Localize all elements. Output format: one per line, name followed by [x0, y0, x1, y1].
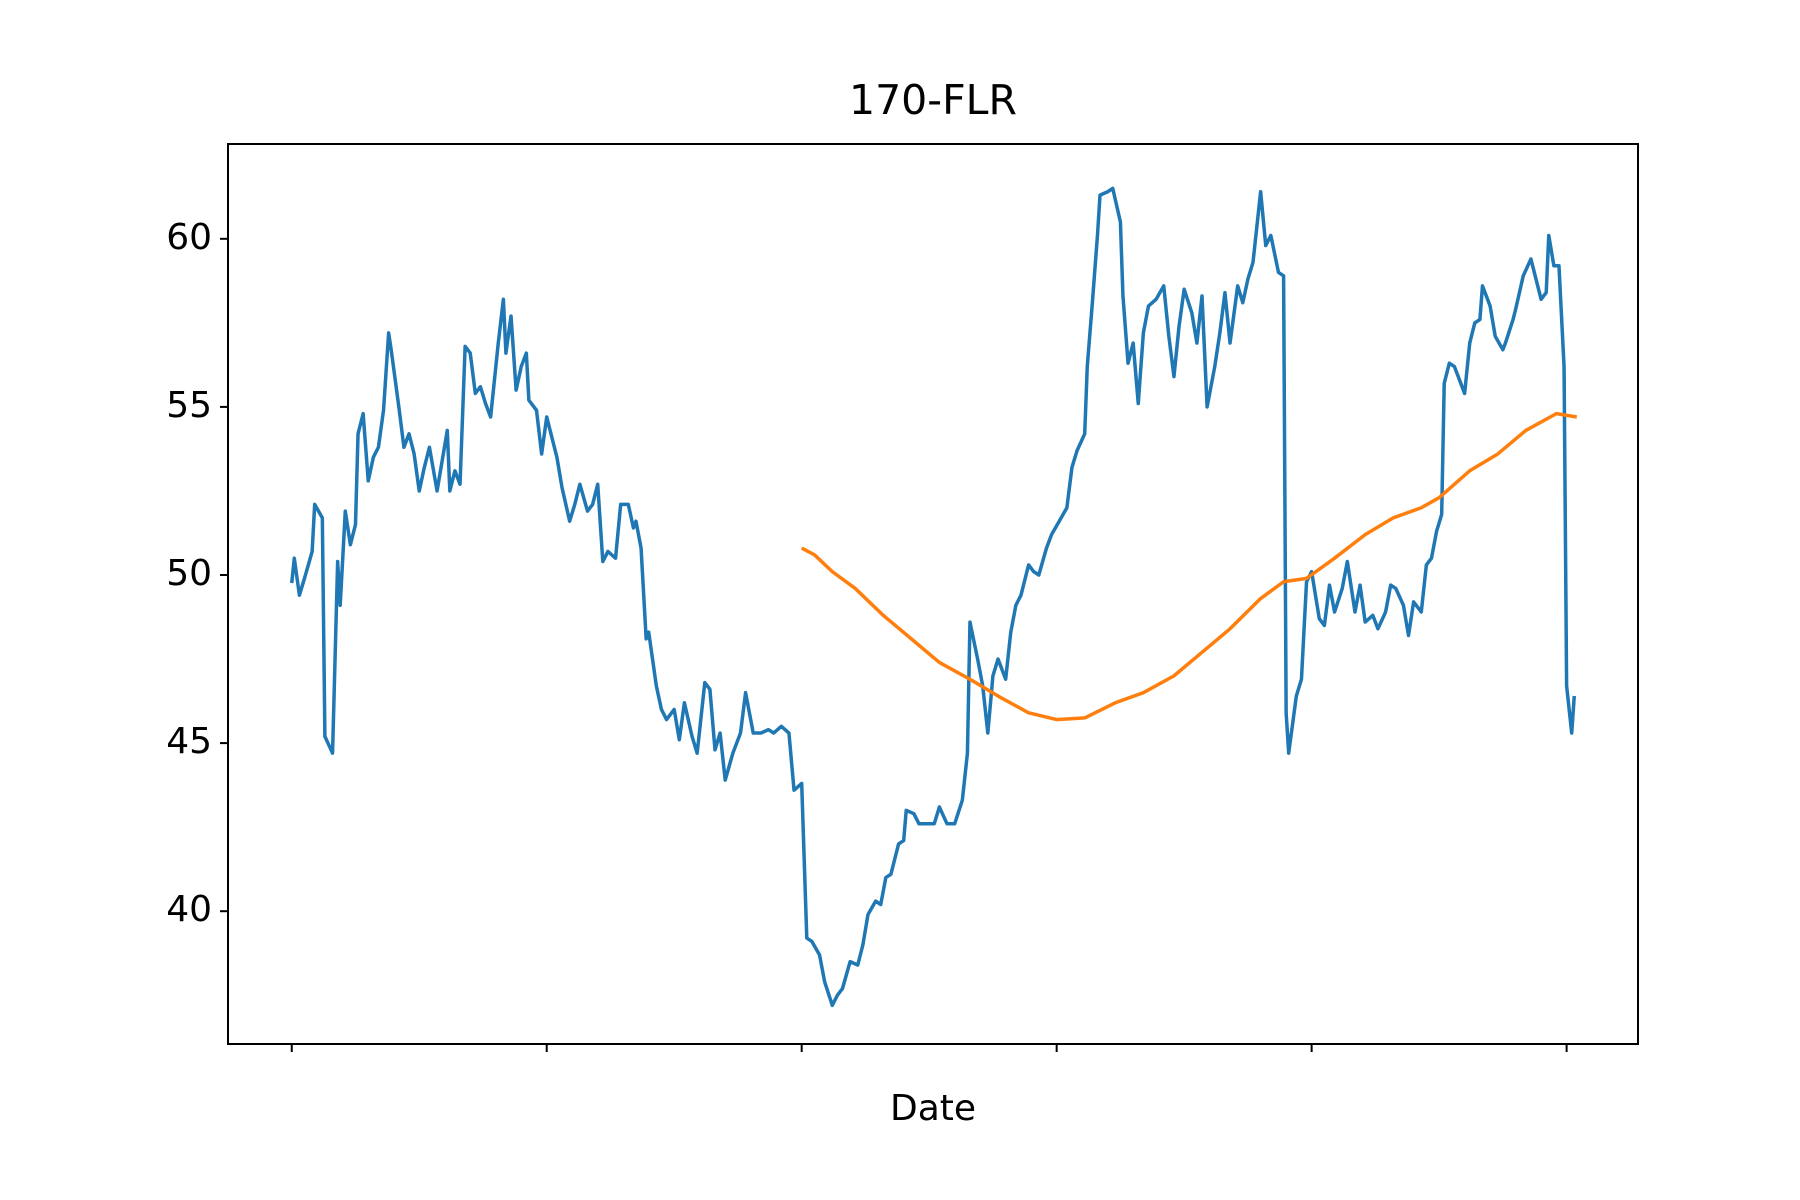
line-series	[289, 186, 1577, 1008]
plot-frame	[227, 143, 1639, 1045]
chart-title: 170-FLR	[849, 76, 1017, 124]
y-tick-label: 55	[166, 385, 212, 426]
y-tick-label: 45	[166, 721, 212, 762]
x-axis-label: Date	[890, 1088, 976, 1129]
y-tick-label: 40	[166, 889, 212, 930]
line-series	[800, 411, 1578, 722]
y-tick-label: 60	[166, 217, 212, 258]
y-tick-label: 50	[166, 553, 212, 594]
